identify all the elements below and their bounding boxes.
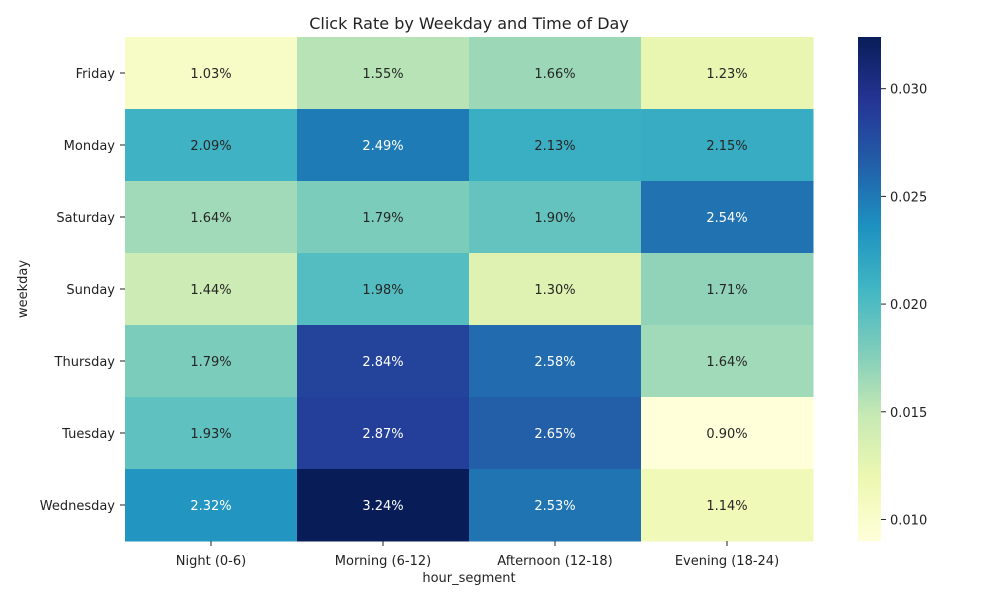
cell-label: 1.79%	[362, 211, 403, 226]
column-label: Afternoon (12-18)	[497, 554, 612, 569]
heatmap-cell	[469, 253, 642, 326]
cell-label: 1.71%	[706, 283, 747, 298]
heatmap-cell	[641, 37, 814, 110]
cell-label: 2.53%	[534, 499, 575, 514]
heatmap-cell	[641, 397, 814, 470]
heatmap-cell	[125, 397, 298, 470]
heatmap-cell	[125, 37, 298, 110]
heatmap-cell	[125, 469, 298, 542]
heatmap-cell	[297, 181, 470, 254]
heatmap-cell	[469, 109, 642, 182]
colorbar-tick-label: 0.015	[890, 406, 927, 421]
cell-label: 2.09%	[190, 139, 231, 154]
row-label: Monday	[64, 139, 116, 154]
colorbar	[858, 37, 881, 541]
heatmap-cell	[297, 397, 470, 470]
cell-label: 1.55%	[362, 67, 403, 82]
cell-label: 2.54%	[706, 211, 747, 226]
colorbar-tick-label: 0.025	[890, 190, 927, 205]
heatmap-cell	[297, 253, 470, 326]
row-label: Thursday	[54, 355, 116, 370]
heatmap-cell	[641, 469, 814, 542]
y-axis-label: weekday	[16, 260, 31, 318]
heatmap-cell	[469, 325, 642, 398]
cell-label: 2.84%	[362, 355, 403, 370]
row-label: Tuesday	[61, 427, 115, 442]
heatmap-cell	[125, 181, 298, 254]
cell-label: 3.24%	[362, 499, 403, 514]
cell-label: 1.23%	[706, 67, 747, 82]
chart-title: Click Rate by Weekday and Time of Day	[309, 14, 629, 33]
column-label: Evening (18-24)	[675, 554, 779, 569]
heatmap-cell	[469, 397, 642, 470]
row-label: Saturday	[56, 211, 115, 226]
cell-label: 2.15%	[706, 139, 747, 154]
heatmap-cell	[641, 325, 814, 398]
cell-label: 1.44%	[190, 283, 231, 298]
row-label: Wednesday	[40, 499, 116, 514]
cell-label: 1.90%	[534, 211, 575, 226]
cell-label: 1.03%	[190, 67, 231, 82]
cell-label: 2.49%	[362, 139, 403, 154]
colorbar-ticks: 0.010 0.015 0.020 0.025 0.030	[881, 83, 927, 528]
row-label: Friday	[76, 67, 116, 82]
heatmap-cell	[469, 37, 642, 110]
row-label: Sunday	[66, 283, 115, 298]
heatmap-cell	[297, 37, 470, 110]
x-axis-label: hour_segment	[422, 571, 515, 586]
heatmap-cell	[125, 109, 298, 182]
heatmap-cell	[125, 253, 298, 326]
heatmap-cell	[297, 469, 470, 542]
heatmap-cell	[641, 181, 814, 254]
cell-label: 1.79%	[190, 355, 231, 370]
cell-label: 2.32%	[190, 499, 231, 514]
cell-label: 2.65%	[534, 427, 575, 442]
row-labels: Friday Monday Saturday Sunday Thursday Tuesda…	[40, 67, 125, 514]
heatmap-cell	[297, 325, 470, 398]
column-label: Night (0-6)	[176, 554, 246, 569]
cell-label: 1.30%	[534, 283, 575, 298]
cell-label: 1.64%	[706, 355, 747, 370]
colorbar-tick-label: 0.020	[890, 298, 927, 313]
heatmap-cell	[469, 469, 642, 542]
column-label: Morning (6-12)	[335, 554, 431, 569]
cell-label: 1.14%	[706, 499, 747, 514]
heatmap-cell	[641, 253, 814, 326]
cell-label: 0.90%	[706, 427, 747, 442]
colorbar-tick-label: 0.010	[890, 513, 927, 528]
column-labels: Night (0-6) Morning (6-12) Afternoon (12-1…	[176, 541, 779, 569]
heatmap-cell	[641, 109, 814, 182]
cell-label: 1.98%	[362, 283, 403, 298]
colorbar-tick-label: 0.030	[890, 83, 927, 98]
heatmap-cell	[469, 181, 642, 254]
cell-label: 2.87%	[362, 427, 403, 442]
cell-label: 2.58%	[534, 355, 575, 370]
heatmap-cell	[297, 109, 470, 182]
heatmap-cell	[125, 325, 298, 398]
cell-label: 2.13%	[534, 139, 575, 154]
cell-label: 1.66%	[534, 67, 575, 82]
heatmap-cells: 1.03% 1.55% 1.66% 1.23% 2.09% 2.49% 2.13% 2.15%…	[125, 37, 814, 542]
cell-label: 1.64%	[190, 211, 231, 226]
cell-label: 1.93%	[190, 427, 231, 442]
